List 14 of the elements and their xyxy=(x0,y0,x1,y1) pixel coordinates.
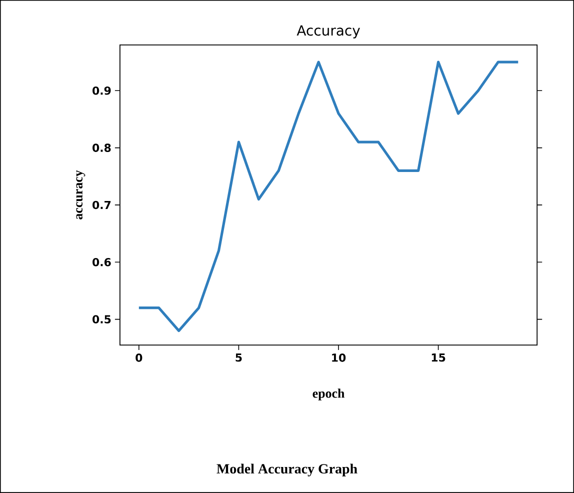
x-tick-label: 15 xyxy=(432,354,446,362)
line-series xyxy=(138,60,520,332)
chart-title: Accuracy xyxy=(296,25,360,38)
x-tick-label: 0 xyxy=(136,354,142,362)
text: Model Accuracy Graph xyxy=(216,464,358,476)
y-tick-label: 0.7 xyxy=(92,200,111,210)
y-axis-title: accuracy xyxy=(76,170,86,220)
y-tick-label: 0.9 xyxy=(92,86,111,95)
x-axis-title: epoch xyxy=(312,388,345,400)
x-tick-label: 10 xyxy=(332,354,346,362)
x-tick-label: 5 xyxy=(236,354,242,362)
y-tick-label: 0.6 xyxy=(92,258,111,266)
y-tick-label: 0.5 xyxy=(92,315,111,324)
y-tick-label: 0.8 xyxy=(92,144,111,152)
